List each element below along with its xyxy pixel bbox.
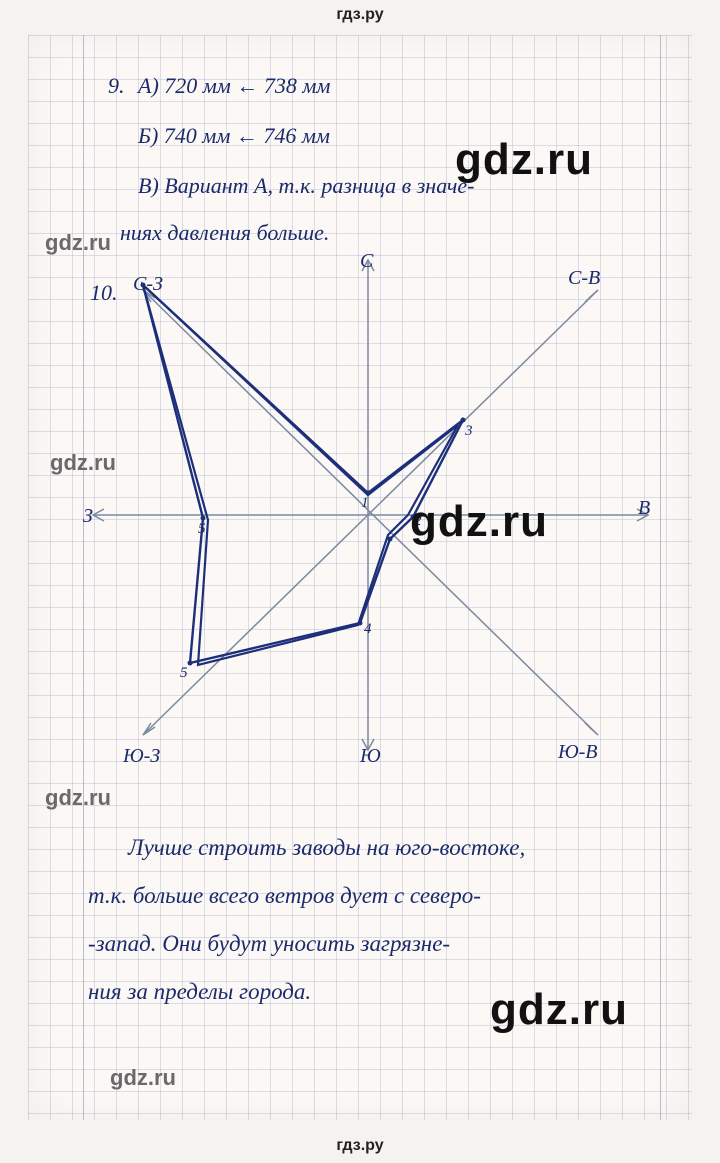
ex9-b: Б) 740 мм ← 746 мм xyxy=(138,123,330,148)
pt4: 4 xyxy=(364,621,372,638)
site-footer: гдз.ру xyxy=(0,1137,720,1155)
ex9-c2: ниях давления больше. xyxy=(120,220,329,245)
ex9-a: А) 720 мм ← 738 мм xyxy=(138,73,330,98)
label-ne: С-В xyxy=(568,267,600,290)
notebook-page: 9. А) 720 мм ← 738 мм Б) 740 мм ← 746 мм… xyxy=(28,35,692,1120)
label-s: Ю xyxy=(360,745,381,768)
pt1: 1 xyxy=(361,495,369,512)
pt3: 3 xyxy=(465,423,473,440)
label-nw: С-З xyxy=(133,273,163,296)
watermark-bold: gdz.ru xyxy=(490,985,628,1035)
pt5w: 5 xyxy=(198,521,206,538)
watermark: gdz.ru xyxy=(110,1065,176,1091)
conclusion-l2: т.к. больше всего ветров дует с северо- xyxy=(88,883,668,909)
watermark: gdz.ru xyxy=(45,785,111,811)
conclusion-l1: Лучше строить заводы на юго-востоке, xyxy=(128,835,668,861)
ex9-c1: В) Вариант А, т.к. разница в значе- xyxy=(138,173,475,198)
label-w: З xyxy=(83,505,93,528)
ex9-num: 9. xyxy=(108,73,125,98)
label-sw: Ю-З xyxy=(123,745,160,768)
watermark-bold: gdz.ru xyxy=(410,497,548,547)
site-header: гдз.ру xyxy=(0,6,720,24)
watermark-bold: gdz.ru xyxy=(455,135,593,185)
label-se: Ю-В xyxy=(558,741,598,764)
conclusion-l3: -запад. Они будут уносить загрязне- xyxy=(88,931,668,957)
pt5sw: 5 xyxy=(180,665,188,682)
watermark: gdz.ru xyxy=(50,450,116,476)
watermark: gdz.ru xyxy=(45,230,111,256)
label-n: С xyxy=(360,250,373,273)
label-e: В xyxy=(638,497,650,520)
